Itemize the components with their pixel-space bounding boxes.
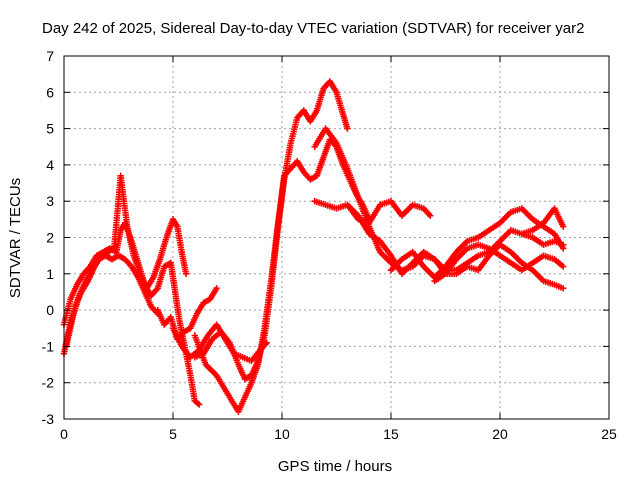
- y-tick-label: -2: [42, 375, 55, 391]
- x-axis-label: GPS time / hours: [278, 458, 392, 475]
- series-3: [62, 252, 161, 350]
- series-12: [431, 241, 567, 285]
- x-tick-label: 25: [601, 426, 617, 442]
- y-tick-label: 1: [46, 266, 54, 282]
- data-point-marker: [560, 245, 567, 252]
- y-tick-label: 6: [46, 84, 54, 100]
- data-point-marker: [195, 401, 203, 408]
- x-tick-label: 20: [492, 426, 508, 442]
- data-point-marker: [344, 125, 351, 132]
- y-tick-label: -1: [42, 338, 55, 354]
- series-13: [518, 205, 567, 238]
- y-tick-label: 5: [46, 121, 54, 137]
- y-axis-label: SDTVAR / TECUs: [7, 178, 24, 298]
- data-point-marker: [560, 223, 567, 230]
- data-point-marker: [213, 285, 220, 292]
- y-tick-label: 7: [46, 48, 54, 64]
- data-point-marker: [182, 270, 190, 277]
- series-10: [344, 198, 434, 227]
- series-11: [387, 205, 567, 281]
- y-tick-label: 2: [46, 230, 54, 246]
- y-tick-label: 0: [46, 302, 54, 318]
- data-point-marker: [560, 263, 567, 270]
- data-point-marker: [560, 285, 567, 292]
- axis-ticks: 0 5 10 15 20 25 -3 -2 -1 0 1 2 3 4 5 6 7: [42, 48, 617, 442]
- data-point-marker: [427, 212, 434, 219]
- x-tick-label: 10: [274, 426, 290, 442]
- y-tick-label: 4: [46, 157, 54, 173]
- x-tick-label: 15: [383, 426, 399, 442]
- x-tick-label: 0: [60, 426, 68, 442]
- chart-title: Day 242 of 2025, Sidereal Day-to-day VTE…: [42, 20, 584, 37]
- y-tick-label: 3: [46, 193, 54, 209]
- y-tick-label: -3: [42, 411, 55, 427]
- data-markers: [60, 78, 567, 415]
- x-tick-label: 5: [169, 426, 177, 442]
